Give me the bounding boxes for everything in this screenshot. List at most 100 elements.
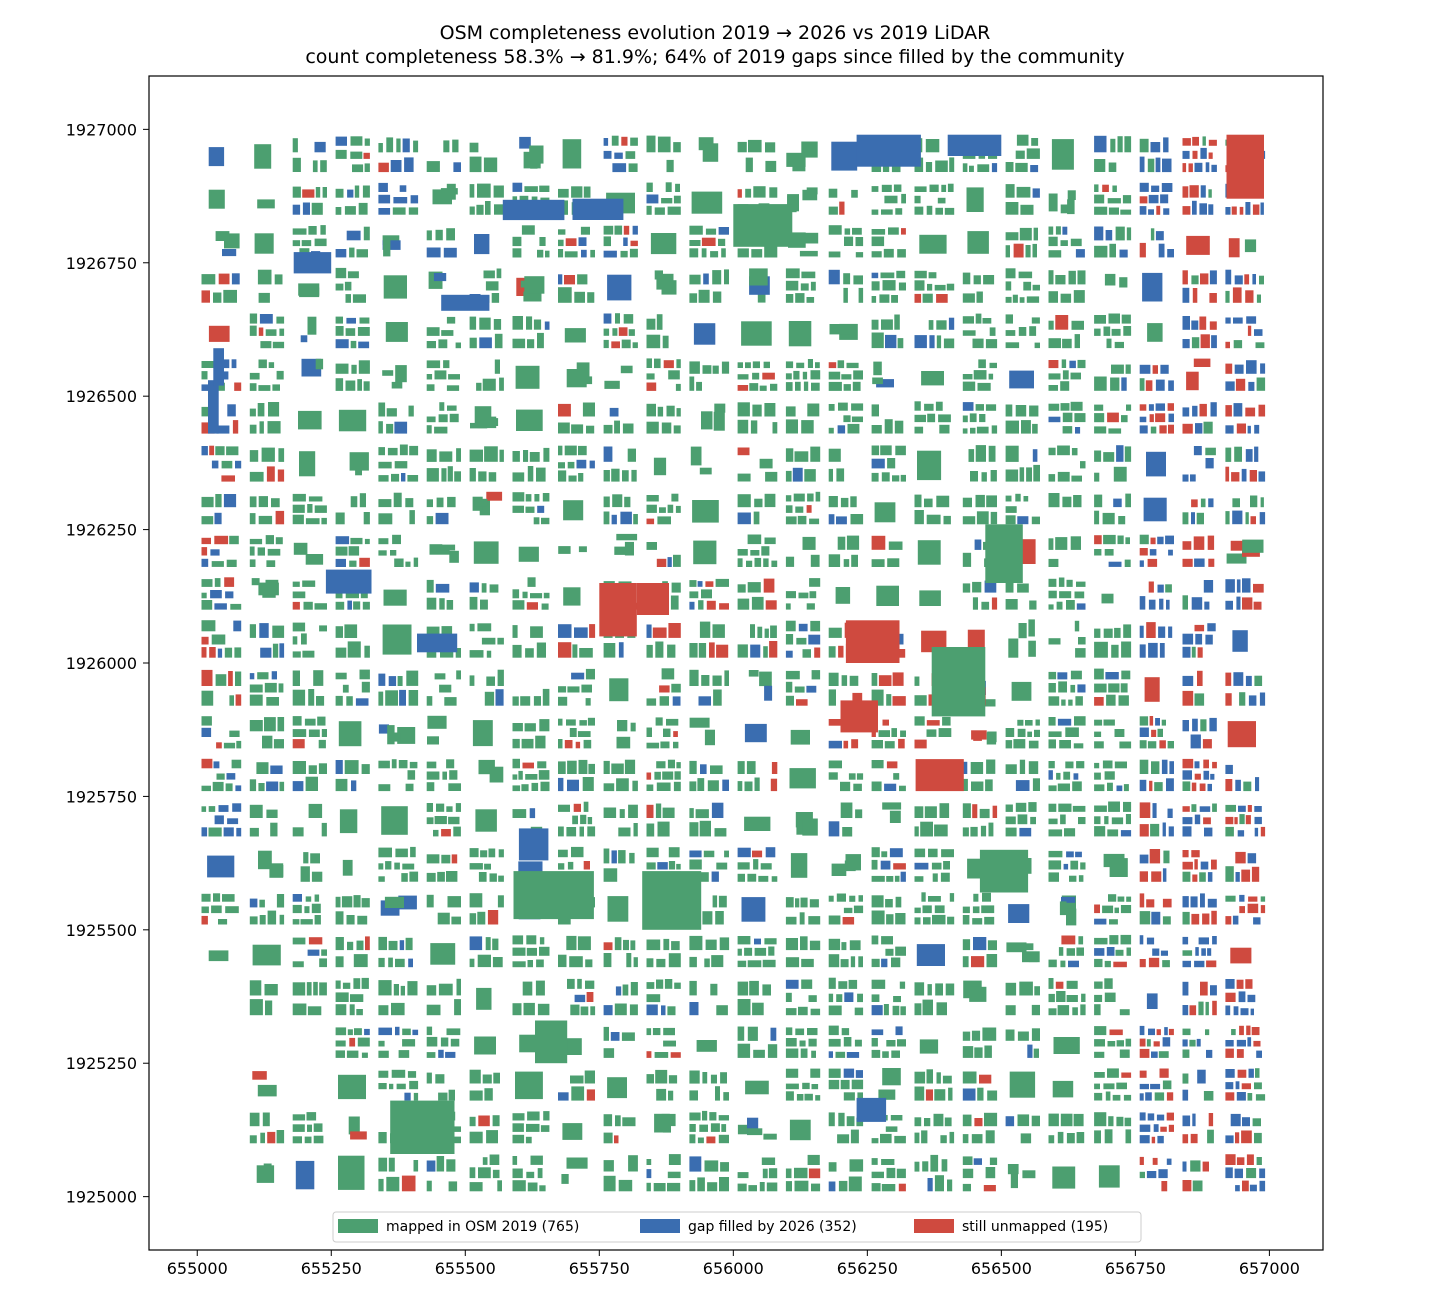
building-footprint bbox=[894, 314, 900, 330]
building-footprint bbox=[1139, 893, 1145, 908]
building-footprint bbox=[208, 950, 229, 962]
building-footprint bbox=[1191, 512, 1195, 525]
building-footprint bbox=[1012, 294, 1018, 303]
building-footprint bbox=[703, 850, 715, 858]
building-footprint bbox=[1207, 872, 1213, 882]
building-footprint bbox=[914, 426, 924, 434]
building-footprint bbox=[1023, 281, 1032, 291]
building-footprint bbox=[308, 689, 315, 706]
building-footprint bbox=[488, 472, 497, 482]
building-footprint bbox=[474, 499, 488, 507]
building-footprint bbox=[455, 648, 461, 658]
building-footprint bbox=[1126, 227, 1132, 241]
building-footprint bbox=[696, 1040, 717, 1052]
building-footprint bbox=[216, 773, 225, 780]
building-footprint bbox=[1117, 136, 1123, 153]
building-footprint bbox=[1194, 773, 1201, 780]
building-footprint bbox=[344, 206, 356, 215]
building-footprint bbox=[1009, 370, 1034, 389]
building-footprint bbox=[519, 195, 529, 204]
building-footprint bbox=[571, 1086, 585, 1101]
building-footprint bbox=[454, 471, 461, 482]
building-footprint bbox=[388, 957, 393, 968]
building-footprint bbox=[975, 404, 984, 411]
building-footprint bbox=[1231, 472, 1240, 482]
building-footprint bbox=[201, 636, 209, 645]
building-footprint bbox=[397, 727, 416, 744]
building-footprint bbox=[759, 671, 772, 687]
building-footprint bbox=[630, 982, 638, 996]
building-footprint bbox=[316, 696, 325, 706]
building-footprint bbox=[785, 1048, 799, 1058]
building-footprint bbox=[1125, 537, 1130, 545]
building-footprint bbox=[663, 728, 671, 737]
building-footprint bbox=[654, 1113, 670, 1133]
building-footprint bbox=[604, 380, 620, 389]
building-footprint bbox=[962, 803, 971, 818]
building-footprint bbox=[1104, 273, 1116, 286]
building-footprint bbox=[671, 683, 681, 693]
building-footprint bbox=[828, 915, 841, 925]
building-footprint bbox=[919, 1039, 939, 1054]
building-footprint bbox=[973, 1158, 982, 1165]
building-footprint bbox=[393, 492, 402, 508]
building-footprint bbox=[990, 511, 998, 525]
building-footprint bbox=[1205, 447, 1216, 456]
building-footprint bbox=[258, 515, 273, 525]
building-footprint bbox=[673, 731, 678, 737]
building-footprint bbox=[526, 316, 533, 330]
building-footprint bbox=[855, 1070, 863, 1078]
building-footprint bbox=[1155, 157, 1161, 173]
building-footprint bbox=[335, 647, 347, 658]
building-footprint bbox=[876, 585, 899, 606]
building-footprint bbox=[660, 741, 670, 749]
building-footprint bbox=[741, 321, 772, 346]
building-footprint bbox=[629, 852, 635, 864]
building-footprint bbox=[456, 670, 461, 680]
building-footprint bbox=[1182, 150, 1190, 159]
building-footprint bbox=[1005, 281, 1012, 291]
building-footprint bbox=[321, 729, 327, 737]
building-footprint bbox=[657, 821, 670, 837]
building-footprint bbox=[1048, 1135, 1055, 1144]
building-footprint bbox=[838, 1180, 848, 1192]
building-footprint bbox=[622, 1117, 636, 1127]
building-footprint bbox=[893, 773, 900, 780]
building-footprint bbox=[564, 328, 586, 343]
building-footprint bbox=[1076, 761, 1085, 769]
building-footprint bbox=[1139, 378, 1145, 391]
building-footprint bbox=[853, 905, 864, 914]
building-footprint bbox=[1161, 759, 1168, 774]
building-footprint bbox=[1102, 760, 1113, 769]
building-footprint bbox=[701, 675, 710, 686]
building-footprint bbox=[279, 643, 285, 658]
building-footprint bbox=[201, 274, 216, 285]
building-footprint bbox=[1121, 415, 1128, 423]
building-footprint bbox=[304, 906, 310, 914]
building-footprint bbox=[529, 452, 540, 462]
building-footprint bbox=[1058, 803, 1072, 812]
building-footprint bbox=[1094, 159, 1106, 172]
building-footprint bbox=[1094, 981, 1103, 989]
building-footprint bbox=[943, 515, 951, 525]
building-footprint bbox=[886, 694, 892, 706]
building-footprint bbox=[469, 675, 475, 686]
building-footprint bbox=[1125, 364, 1131, 374]
building-footprint bbox=[843, 740, 849, 749]
building-footprint bbox=[474, 406, 492, 425]
building-footprint bbox=[615, 1115, 621, 1127]
building-footprint bbox=[231, 759, 242, 769]
building-footprint bbox=[298, 283, 320, 296]
building-footprint bbox=[872, 377, 883, 385]
building-footprint bbox=[1182, 781, 1191, 791]
building-footprint bbox=[378, 499, 392, 508]
building-footprint bbox=[828, 895, 834, 902]
building-footprint bbox=[408, 405, 414, 417]
building-footprint bbox=[302, 202, 310, 215]
building-footprint bbox=[1168, 826, 1174, 837]
building-footprint bbox=[1005, 599, 1018, 610]
building-footprint bbox=[335, 778, 348, 792]
building-footprint bbox=[871, 559, 885, 567]
building-footprint bbox=[704, 729, 715, 746]
building-footprint bbox=[737, 584, 746, 593]
